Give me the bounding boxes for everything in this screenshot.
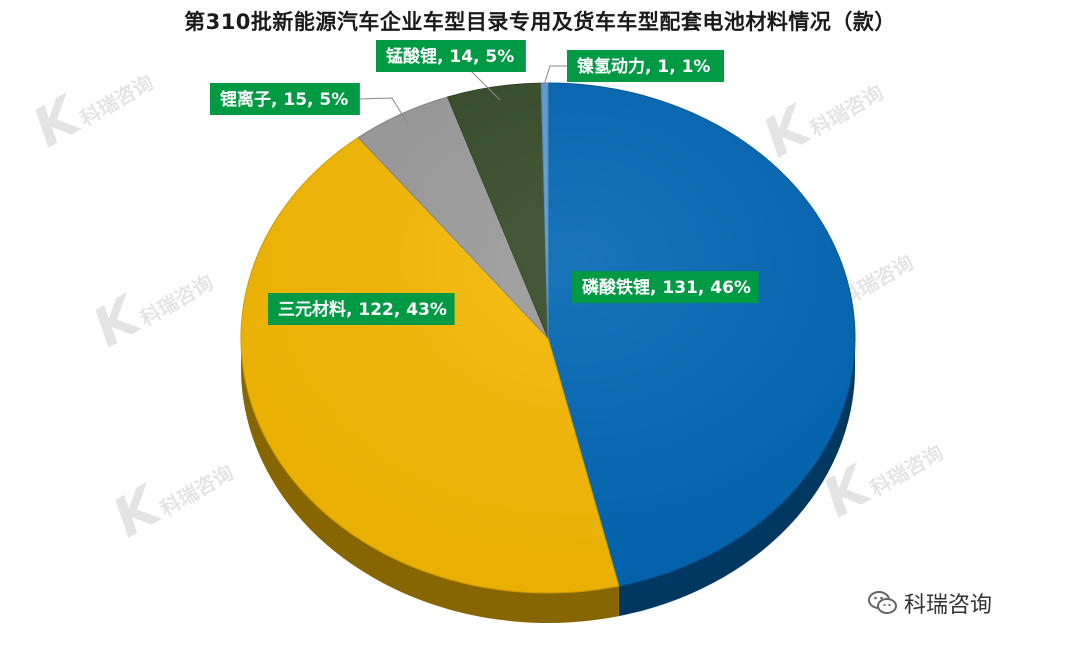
- pie-top: [240, 82, 856, 594]
- data-label: 锰酸锂, 14, 5%: [386, 46, 514, 67]
- data-label-box: [376, 40, 526, 72]
- wechat-badge: 科瑞咨询: [868, 588, 992, 618]
- data-label: 磷酸铁锂, 131, 46%: [582, 277, 751, 298]
- pie-labels: 磷酸铁锂, 131, 46% 三元材料, 122, 43% 锂离子, 15, 5% 锰…: [210, 40, 759, 325]
- pie-highlight: [241, 83, 855, 593]
- data-label: 三元材料, 122, 43%: [278, 299, 447, 320]
- wechat-icon: [868, 591, 897, 614]
- pie-depth: [241, 338, 855, 623]
- data-label: 镍氢动力, 1, 1%: [577, 56, 710, 77]
- pie-slice-side: [241, 338, 619, 623]
- leader-line: [542, 65, 567, 89]
- data-label-box: [572, 271, 759, 303]
- data-label-box: [268, 293, 455, 325]
- data-label-box: [567, 50, 725, 82]
- leader-line: [359, 97, 409, 125]
- data-label: 锂离子, 15, 5%: [220, 89, 348, 110]
- pie-slice-side: [618, 338, 855, 617]
- chart-title: 第310批新能源汽车企业车型目录专用及货车车型配套电池材料情况（款）: [184, 10, 896, 34]
- data-label-box: [210, 83, 360, 115]
- wechat-name: 科瑞咨询: [904, 593, 993, 618]
